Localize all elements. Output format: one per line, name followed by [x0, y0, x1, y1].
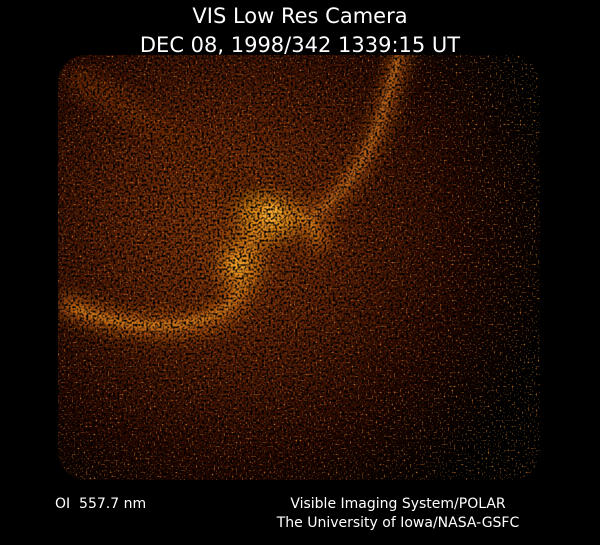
- image-timestamp: DEC 08, 1998/342 1339:15 UT: [140, 33, 460, 57]
- aurora-image: [58, 55, 540, 480]
- wavelength-label: OI 557.7 nm: [55, 496, 146, 512]
- institution-label: The University of Iowa/NASA-GSFC: [276, 515, 520, 531]
- instrument-label: Visible Imaging System/POLAR: [290, 496, 506, 512]
- image-title: VIS Low Res Camera: [192, 4, 407, 28]
